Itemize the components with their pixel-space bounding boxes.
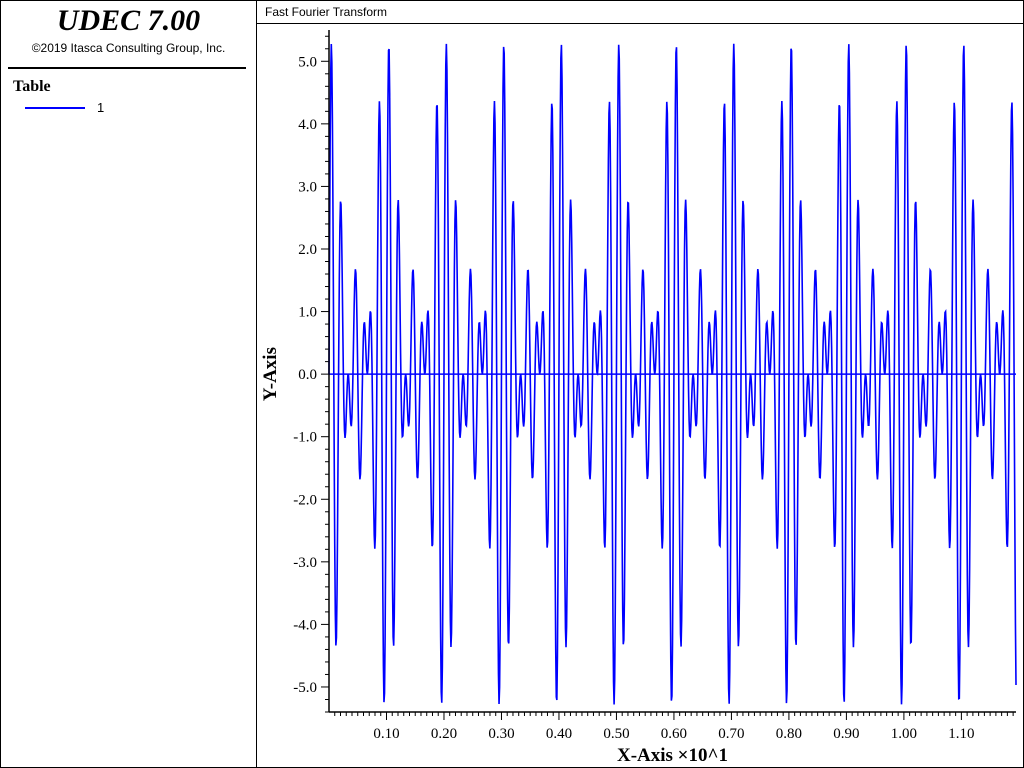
y-tick-label: 1.0 bbox=[298, 305, 317, 321]
series-line-1 bbox=[328, 43, 1017, 705]
x-tick-label: 0.30 bbox=[488, 726, 514, 742]
y-tick-label: -5.0 bbox=[293, 680, 317, 696]
copyright-text: ©2019 Itasca Consulting Group, Inc. bbox=[31, 41, 226, 55]
y-tick-label: -2.0 bbox=[293, 492, 317, 508]
x-tick-label: 0.20 bbox=[431, 726, 457, 742]
y-tick-label: -3.0 bbox=[293, 555, 317, 571]
x-tick-label: 0.90 bbox=[833, 726, 859, 742]
x-tick-label: 0.10 bbox=[373, 726, 399, 742]
chart-title: Fast Fourier Transform bbox=[265, 5, 388, 19]
x-tick-label: 1.00 bbox=[891, 726, 917, 742]
x-tick-label: 0.40 bbox=[546, 726, 572, 742]
chart-svg: 5.0 4.0 3.0 2.0 1.0 0.0 -1.0 -2.0 -3.0 -4.0 -5.0 0.… bbox=[260, 30, 1017, 766]
x-tick-label: 1.10 bbox=[948, 726, 974, 742]
y-tick-label: 4.0 bbox=[298, 117, 317, 133]
y-tick-label: 2.0 bbox=[298, 242, 317, 258]
y-tick-label: 3.0 bbox=[298, 179, 317, 195]
legend-panel: UDEC 7.00 ©2019 Itasca Consulting Group,… bbox=[1, 1, 257, 767]
legend-item-label: 1 bbox=[97, 100, 105, 115]
y-tick-label: 5.0 bbox=[298, 54, 317, 70]
x-tick-label: 0.80 bbox=[776, 726, 802, 742]
legend-title: Table bbox=[13, 78, 51, 95]
y-tick-label: -1.0 bbox=[293, 430, 317, 446]
chart-title-bar: Fast Fourier Transform bbox=[257, 1, 1023, 24]
x-tick-label: 0.50 bbox=[603, 726, 629, 742]
app-title: UDEC 7.00 bbox=[56, 4, 201, 37]
x-tick-label: 0.70 bbox=[718, 726, 744, 742]
y-tick-label: -4.0 bbox=[293, 617, 317, 633]
chart-panel: Fast Fourier Transform 5.0 4.0 3.0 2.0 1.0 0.… bbox=[257, 1, 1023, 767]
legend-line-swatch bbox=[25, 107, 85, 109]
y-tick-label: 0.0 bbox=[298, 367, 317, 383]
legend-divider bbox=[8, 67, 246, 69]
x-tick-label: 0.60 bbox=[661, 726, 687, 742]
y-axis-title: Y-Axis bbox=[260, 347, 281, 401]
x-axis-title: X-Axis ×10^1 bbox=[617, 745, 728, 766]
